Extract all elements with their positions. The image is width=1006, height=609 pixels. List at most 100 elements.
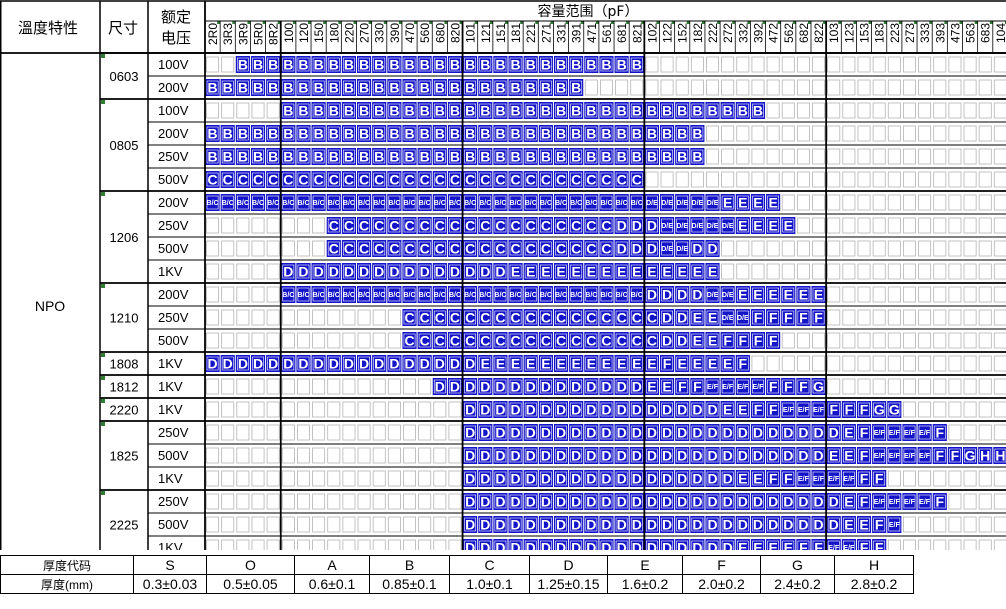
code-cell (538, 148, 553, 165)
grid-cell (918, 263, 932, 280)
code-cell-frame (418, 264, 431, 279)
grid-cell (236, 378, 250, 395)
code-label: C (541, 172, 551, 188)
code-label: B (404, 80, 414, 96)
code-cell-frame (630, 195, 643, 210)
code-label: E (844, 494, 853, 510)
code-cell-frame (661, 264, 673, 279)
code-label: C (374, 241, 384, 257)
grid-cell (706, 148, 720, 165)
code-cell-frame (282, 103, 295, 118)
code-label: D (707, 448, 717, 464)
grid-cell (933, 539, 947, 550)
code-cell (387, 102, 402, 119)
code-cell (523, 171, 538, 188)
grid-cell (327, 424, 341, 441)
code-cell-frame (433, 310, 446, 325)
code-label: D (601, 425, 611, 441)
code-cell (538, 263, 553, 280)
code-cell (629, 332, 644, 349)
code-label: B (571, 80, 581, 96)
code-cell-frame (555, 195, 567, 210)
grid-cell (721, 148, 735, 165)
code-cell-frame (373, 195, 386, 210)
code-cell (705, 332, 720, 349)
code-cell-frame (358, 241, 370, 256)
grid-cell (675, 79, 689, 96)
code-cell-frame (403, 195, 416, 210)
code-cell-frame (630, 126, 643, 141)
grid-cell (842, 378, 856, 395)
code-label: D (556, 540, 566, 551)
code-cell-frame (252, 149, 264, 164)
grid-cell (781, 148, 795, 165)
grid-cell (342, 493, 356, 510)
code-cell-frame (418, 218, 431, 233)
code-cell-frame (221, 126, 234, 141)
grid-cell (812, 148, 826, 165)
grid-cell (918, 194, 932, 211)
code-cell (357, 79, 372, 96)
code-label: D (465, 494, 475, 510)
grid-cell (796, 263, 810, 280)
code-label: B (420, 80, 430, 96)
grid-cell (766, 240, 780, 257)
code-cell (432, 148, 447, 165)
code-label: D (617, 494, 627, 510)
code-cell (281, 263, 296, 280)
size-mark (101, 284, 105, 288)
code-cell (629, 263, 644, 280)
code-label: B (283, 149, 293, 165)
code-label: C (480, 310, 490, 326)
code-label: G (813, 379, 824, 395)
grid-cell (690, 79, 704, 96)
code-cell (705, 240, 720, 257)
grid-cell (372, 424, 386, 441)
code-cell-frame (706, 287, 719, 302)
code-cell-frame (752, 333, 764, 348)
code-label: D (632, 425, 642, 441)
code-label: E (844, 517, 853, 533)
grid-cell (963, 194, 977, 211)
grid-cell (312, 470, 326, 487)
code-label: B (617, 126, 627, 142)
code-label: B (495, 126, 505, 142)
code-cell (690, 309, 705, 326)
code-label: C (571, 241, 581, 257)
code-label: D (495, 517, 505, 533)
code-cell-frame (297, 126, 310, 141)
code-cell (781, 217, 796, 234)
code-label: F (875, 517, 884, 533)
code-label: B (526, 57, 536, 73)
code-label: B/C (510, 292, 522, 299)
code-cell-frame (433, 264, 446, 279)
code-label: B (404, 57, 414, 73)
grid-cell (842, 125, 856, 142)
code-cell (553, 332, 569, 349)
code-label: B/C (297, 200, 309, 207)
code-label: D (359, 356, 369, 372)
code-cell (599, 194, 614, 211)
grid-cell (418, 470, 432, 487)
code-cell-frame (585, 218, 598, 233)
code-cell-frame (767, 218, 779, 233)
code-cell (493, 240, 508, 257)
code-cell-frame (524, 218, 537, 233)
code-cell (417, 286, 432, 303)
code-label: B/C (510, 200, 522, 207)
code-label: B/C (282, 292, 294, 299)
grid-cell (842, 286, 856, 303)
code-cell (463, 148, 478, 165)
code-cell-frame (267, 172, 280, 187)
grid-cell (918, 378, 932, 395)
code-cell-frame (721, 333, 734, 348)
code-cell (811, 309, 826, 326)
thickness-value: 1.0±0.1 (449, 574, 530, 594)
code-label: D (450, 356, 460, 372)
code-label: D (480, 448, 490, 464)
code-cell-frame (555, 149, 567, 164)
code-cell (508, 125, 523, 142)
grid-cell (948, 378, 962, 395)
code-cell-frame (327, 264, 340, 279)
code-label: D (283, 356, 293, 372)
